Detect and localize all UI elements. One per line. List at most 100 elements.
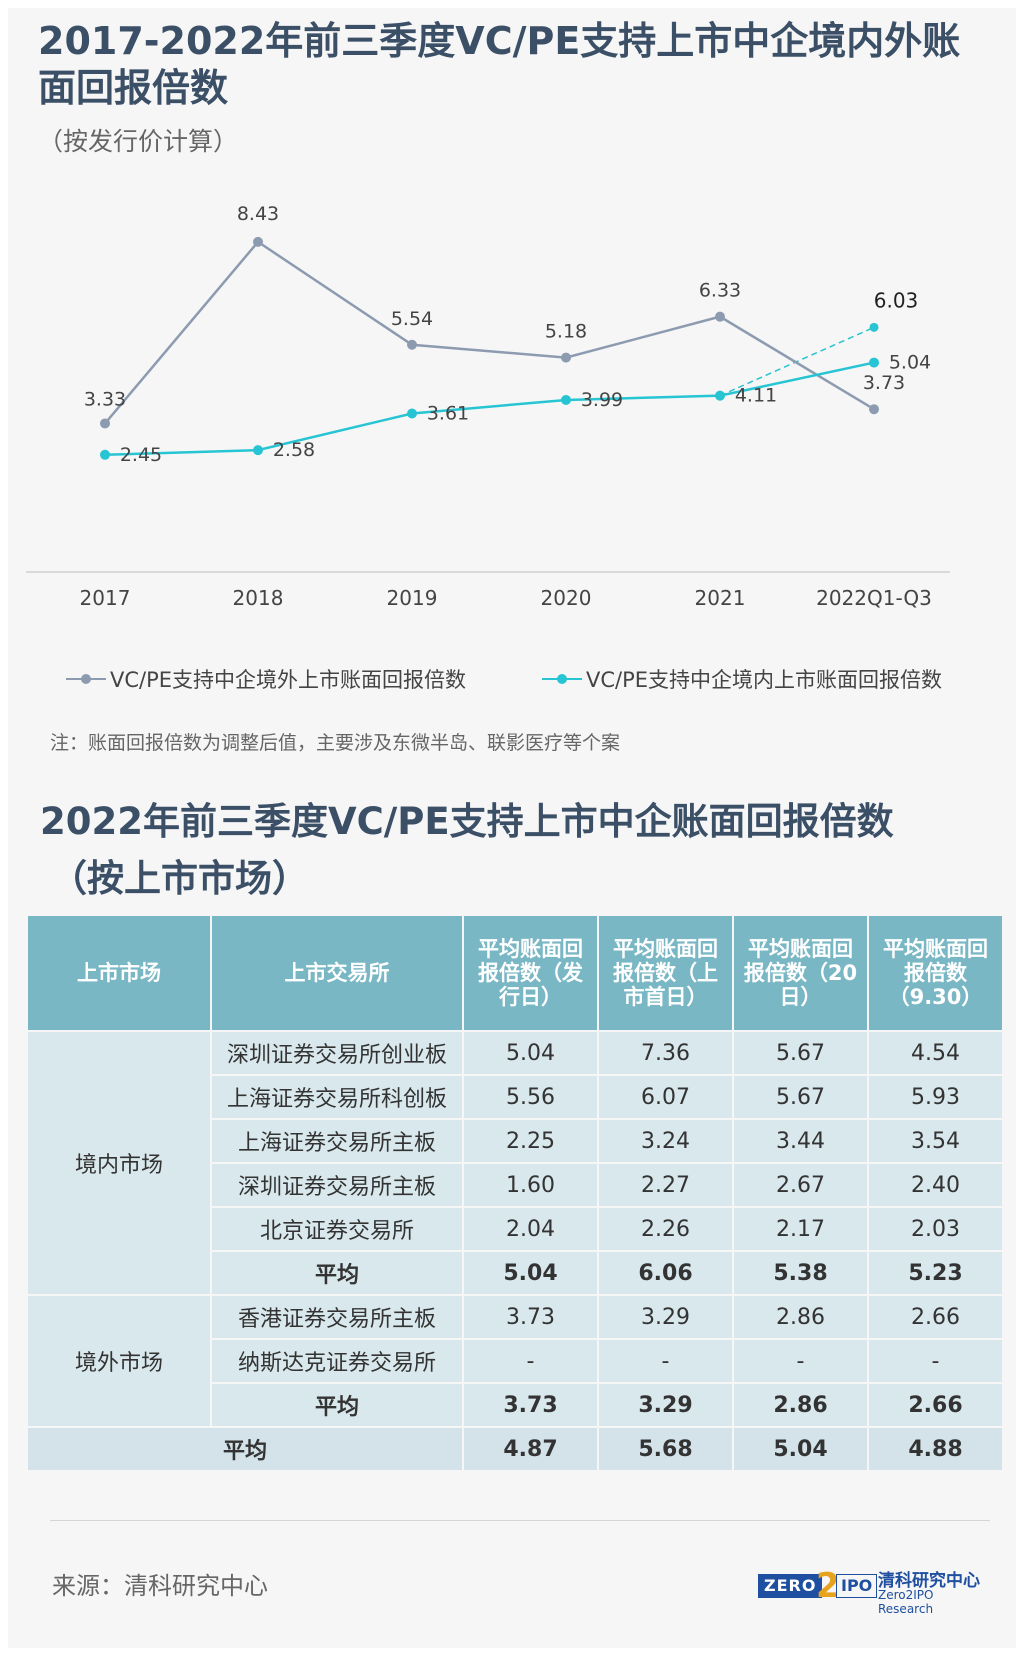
header-20-day: 平均账面回报倍数（20日） xyxy=(732,914,869,1032)
logo-two: 2 xyxy=(816,1566,840,1606)
series-0-point xyxy=(715,311,725,322)
overall-label-cell: 平均 xyxy=(26,1426,464,1472)
value-cell: 6.06 xyxy=(597,1250,734,1296)
table-title: 2022年前三季度VC/PE支持上市中企账面回报倍数 xyxy=(40,800,894,843)
series-0-data-label: 5.18 xyxy=(545,321,587,343)
value-cell: 2.86 xyxy=(732,1294,869,1340)
series-1-point xyxy=(253,445,263,456)
value-cell: 3.24 xyxy=(597,1118,734,1164)
series-0-data-label: 5.54 xyxy=(391,308,433,330)
series-0-point xyxy=(100,418,110,429)
exchange-cell: 平均 xyxy=(210,1382,464,1428)
value-cell: - xyxy=(462,1338,599,1384)
value-cell: 2.27 xyxy=(597,1162,734,1208)
exchange-cell: 上海证券交易所主板 xyxy=(210,1118,464,1164)
chart-subtitle: （按发行价计算） xyxy=(38,127,239,156)
logo-zero: ZERO xyxy=(758,1574,823,1598)
value-cell: 2.26 xyxy=(597,1206,734,1252)
header-issue-day: 平均账面回报倍数（发行日） xyxy=(462,914,599,1032)
series-0-point xyxy=(561,352,571,363)
exchange-cell: 平均 xyxy=(210,1250,464,1296)
header-market: 上市市场 xyxy=(26,914,212,1032)
value-cell: 2.86 xyxy=(732,1382,869,1428)
value-cell: 5.93 xyxy=(867,1074,1004,1120)
table-row: 上海证券交易所科创板 5.56 6.07 5.67 5.93 xyxy=(27,1074,1004,1120)
value-cell: 3.73 xyxy=(462,1294,599,1340)
series-0-data-label: 8.43 xyxy=(237,203,279,225)
value-cell: 7.36 xyxy=(597,1030,734,1076)
value-cell: 5.56 xyxy=(462,1074,599,1120)
legend-swatch-overseas xyxy=(66,669,106,689)
table-row: 上海证券交易所主板 2.25 3.24 3.44 3.54 xyxy=(27,1118,1004,1164)
table-row: 深圳证券交易所主板 1.60 2.27 2.67 2.40 xyxy=(27,1162,1004,1208)
table-row-average: 平均 3.73 3.29 2.86 2.66 xyxy=(27,1382,1004,1428)
table-row: 境外市场 香港证券交易所主板 3.73 3.29 2.86 2.66 xyxy=(26,1294,1004,1428)
table-row-average: 平均 5.04 6.06 5.38 5.23 xyxy=(27,1250,1004,1296)
legend-label-domestic: VC/PE支持中企境内上市账面回报倍数 xyxy=(586,668,943,692)
value-cell: 2.17 xyxy=(732,1206,869,1252)
series-0-data-label: 3.33 xyxy=(84,388,126,410)
series-0-point xyxy=(407,339,417,350)
overall-value-cell: 5.68 xyxy=(597,1426,734,1472)
exchange-cell: 香港证券交易所主板 xyxy=(210,1294,464,1340)
value-cell: - xyxy=(732,1338,869,1384)
overall-value-cell: 4.87 xyxy=(462,1426,599,1472)
series-0-point xyxy=(869,404,879,415)
series-0-data-label: 3.73 xyxy=(863,372,905,394)
value-cell: 5.38 xyxy=(732,1250,869,1296)
returns-table: 上市市场 上市交易所 平均账面回报倍数（发行日） 平均账面回报倍数（上市首日） … xyxy=(26,914,1004,1472)
legend-item-domestic: VC/PE支持中企境内上市账面回报倍数 xyxy=(542,664,942,694)
table-subtitle: （按上市市场） xyxy=(50,857,309,900)
value-cell: 2.66 xyxy=(867,1382,1004,1428)
table-row: 境内市场 深圳证券交易所创业板 5.04 7.36 5.67 4.54 xyxy=(26,1030,1004,1296)
chart-legend: VC/PE支持中企境外上市账面回报倍数 VC/PE支持中企境内上市账面回报倍数 xyxy=(0,664,1024,696)
series-1-point xyxy=(407,408,417,419)
table-row: 北京证券交易所 2.04 2.26 2.17 2.03 xyxy=(27,1206,1004,1252)
table-body: 境内市场 深圳证券交易所创业板 5.04 7.36 5.67 4.54 上海证券交易所科创板… xyxy=(26,1030,1004,1472)
series-1-data-label: 2.58 xyxy=(273,439,315,461)
value-cell: 6.07 xyxy=(597,1074,734,1120)
header-0930: 平均账面回报倍数（9.30） xyxy=(867,914,1004,1032)
exchange-cell: 深圳证券交易所主板 xyxy=(210,1162,464,1208)
series-0-point xyxy=(253,236,263,247)
x-tick-label: 2022Q1-Q3 xyxy=(816,586,932,610)
logo-ipo: IPO xyxy=(836,1574,878,1598)
logo-cn-name: 清科研究中心 xyxy=(878,1571,980,1591)
value-cell: 3.44 xyxy=(732,1118,869,1164)
value-cell: 3.29 xyxy=(597,1294,734,1340)
header-first-day: 平均账面回报倍数（上市首日） xyxy=(597,914,734,1032)
market-cell: 境内市场 xyxy=(26,1030,212,1296)
value-cell: 2.40 xyxy=(867,1162,1004,1208)
value-cell: 4.54 xyxy=(867,1030,1004,1076)
table-row-overall-average: 平均 4.87 5.68 5.04 4.88 xyxy=(26,1426,1004,1472)
value-cell: 2.25 xyxy=(462,1118,599,1164)
projection-point xyxy=(869,322,879,332)
series-line-1 xyxy=(104,361,875,457)
value-cell: 3.73 xyxy=(462,1382,599,1428)
series-1-data-label: 3.61 xyxy=(427,402,469,424)
logo-en-name: Zero2IPO Research xyxy=(878,1588,934,1616)
value-cell: - xyxy=(867,1338,1004,1384)
value-cell: - xyxy=(597,1338,734,1384)
exchange-cell: 上海证券交易所科创板 xyxy=(210,1074,464,1120)
source-text: 来源：清科研究中心 xyxy=(52,1572,268,1600)
x-tick-label: 2021 xyxy=(695,586,746,610)
value-cell: 5.67 xyxy=(732,1030,869,1076)
exchange-cell: 北京证券交易所 xyxy=(210,1206,464,1252)
zero2ipo-logo: ZERO 2 IPO 清科研究中心 Zero2IPO Research xyxy=(758,1566,988,1616)
market-cell: 境外市场 xyxy=(26,1294,212,1428)
chart-title: 2017-2022年前三季度VC/PE支持上市中企境内外账面回报倍数 xyxy=(38,19,961,110)
value-cell: 2.04 xyxy=(462,1206,599,1252)
value-cell: 2.66 xyxy=(867,1294,1004,1340)
x-tick-label: 2017 xyxy=(80,586,131,610)
value-cell: 5.04 xyxy=(462,1250,599,1296)
series-1-data-label: 5.04 xyxy=(889,352,931,374)
overall-value-cell: 4.88 xyxy=(867,1426,1004,1472)
series-1-point xyxy=(561,394,571,405)
legend-label-overseas: VC/PE支持中企境外上市账面回报倍数 xyxy=(110,668,467,692)
exchange-cell: 纳斯达克证券交易所 xyxy=(210,1338,464,1384)
footer-divider xyxy=(50,1520,990,1521)
series-line-0 xyxy=(104,240,875,425)
value-cell: 1.60 xyxy=(462,1162,599,1208)
series-1-point xyxy=(100,449,110,460)
